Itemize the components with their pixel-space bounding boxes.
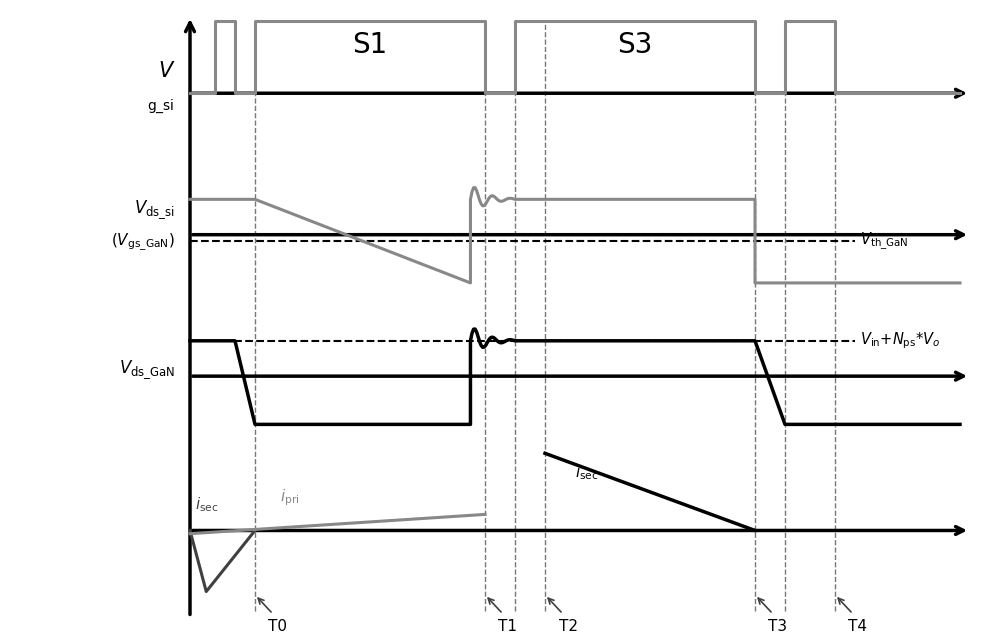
Text: $\it{V}$: $\it{V}$ [158,60,175,81]
Text: $V_{\mathrm{in}}$+$N_{\mathrm{ps}}$*$V_o$: $V_{\mathrm{in}}$+$N_{\mathrm{ps}}$*$V_o… [860,331,940,351]
Text: $\rm{g\_si}$: $\rm{g\_si}$ [147,98,175,114]
Text: $i_{\rm{pri}}$: $i_{\rm{pri}}$ [280,487,299,508]
Text: T3: T3 [768,619,788,633]
Text: T1: T1 [498,619,518,633]
Text: $V_{\rm{ds\_GaN}}$: $V_{\rm{ds\_GaN}}$ [119,359,175,381]
Text: S1: S1 [352,31,388,59]
Text: T2: T2 [559,619,578,633]
Text: $V_{\rm{ds\_si}}$: $V_{\rm{ds\_si}}$ [134,199,175,221]
Text: $(V_{\rm{gs\_GaN}})$: $(V_{\rm{gs\_GaN}})$ [111,232,175,253]
Text: T4: T4 [848,619,868,633]
Text: S3: S3 [617,31,653,59]
Text: T0: T0 [268,619,288,633]
Text: $i_{\rm{sec}}$: $i_{\rm{sec}}$ [575,464,599,482]
Text: $V_{\mathrm{th\_GaN}}$: $V_{\mathrm{th\_GaN}}$ [860,231,908,251]
Text: $i_{\rm{sec}}$: $i_{\rm{sec}}$ [195,496,219,514]
